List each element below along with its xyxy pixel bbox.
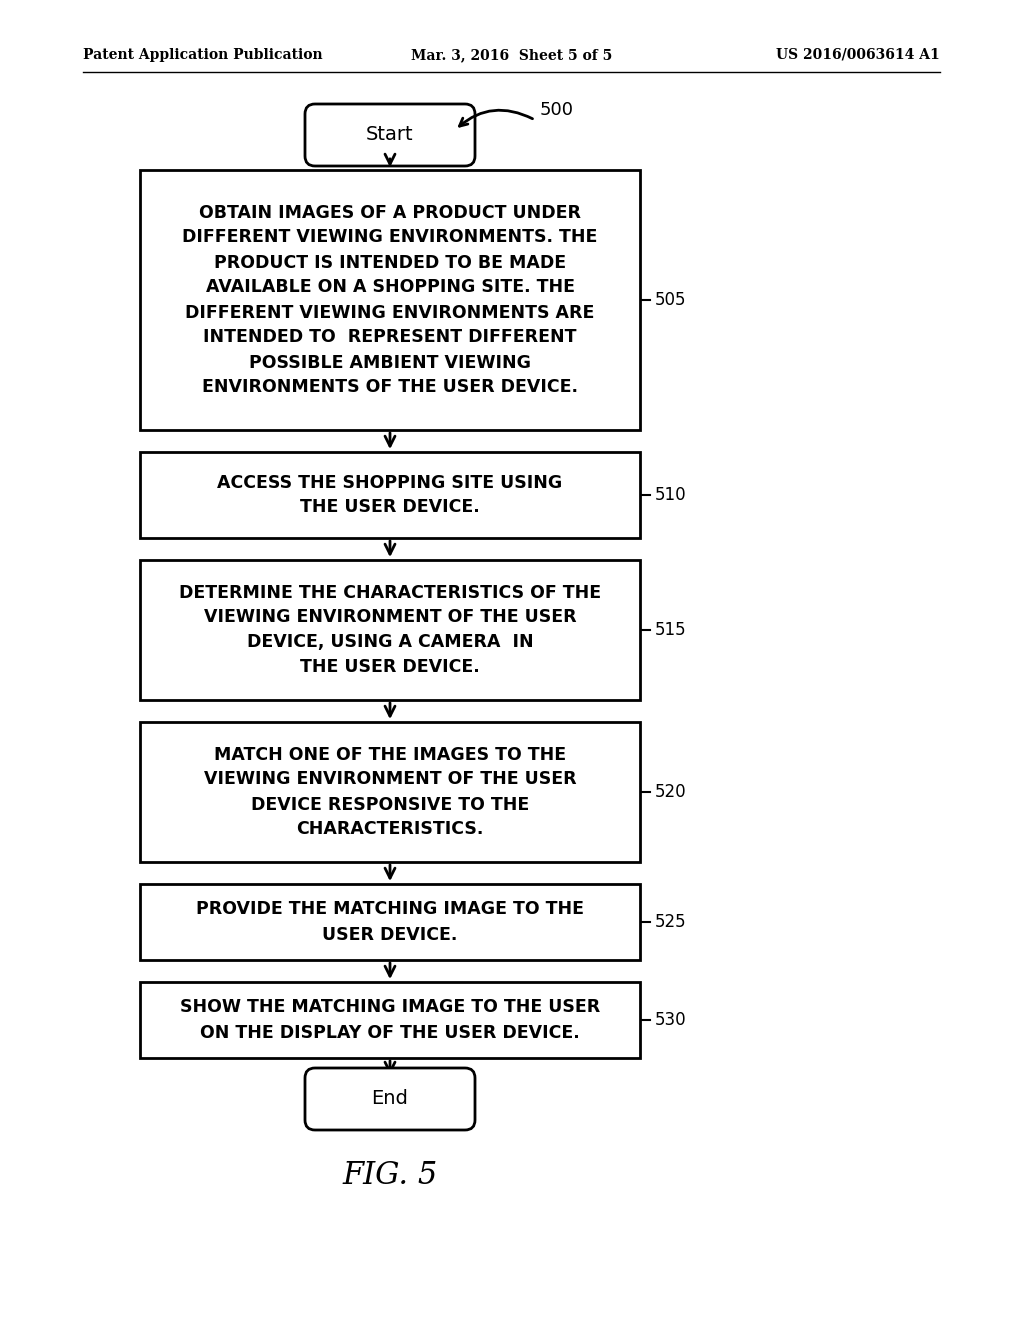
Text: Start: Start xyxy=(367,125,414,144)
Text: SHOW THE MATCHING IMAGE TO THE USER
ON THE DISPLAY OF THE USER DEVICE.: SHOW THE MATCHING IMAGE TO THE USER ON T… xyxy=(180,998,600,1041)
Text: End: End xyxy=(372,1089,409,1109)
Text: FIG. 5: FIG. 5 xyxy=(342,1159,437,1191)
Bar xyxy=(140,560,640,700)
Text: 500: 500 xyxy=(540,102,574,119)
Bar xyxy=(140,884,640,960)
FancyBboxPatch shape xyxy=(305,1068,475,1130)
Bar xyxy=(140,170,640,430)
Text: Patent Application Publication: Patent Application Publication xyxy=(83,48,323,62)
Text: 530: 530 xyxy=(655,1011,687,1030)
Text: 510: 510 xyxy=(655,486,687,504)
Text: PROVIDE THE MATCHING IMAGE TO THE
USER DEVICE.: PROVIDE THE MATCHING IMAGE TO THE USER D… xyxy=(196,900,584,944)
FancyBboxPatch shape xyxy=(305,104,475,166)
Text: US 2016/0063614 A1: US 2016/0063614 A1 xyxy=(776,48,940,62)
Text: 515: 515 xyxy=(655,620,687,639)
Text: 525: 525 xyxy=(655,913,687,931)
Text: 505: 505 xyxy=(655,290,686,309)
Bar xyxy=(140,722,640,862)
Text: ACCESS THE SHOPPING SITE USING
THE USER DEVICE.: ACCESS THE SHOPPING SITE USING THE USER … xyxy=(217,474,562,516)
Bar xyxy=(140,982,640,1059)
Text: DETERMINE THE CHARACTERISTICS OF THE
VIEWING ENVIRONMENT OF THE USER
DEVICE, USI: DETERMINE THE CHARACTERISTICS OF THE VIE… xyxy=(179,583,601,676)
Text: Mar. 3, 2016  Sheet 5 of 5: Mar. 3, 2016 Sheet 5 of 5 xyxy=(412,48,612,62)
Text: OBTAIN IMAGES OF A PRODUCT UNDER
DIFFERENT VIEWING ENVIRONMENTS. THE
PRODUCT IS : OBTAIN IMAGES OF A PRODUCT UNDER DIFFERE… xyxy=(182,203,598,396)
Text: 520: 520 xyxy=(655,783,687,801)
Text: MATCH ONE OF THE IMAGES TO THE
VIEWING ENVIRONMENT OF THE USER
DEVICE RESPONSIVE: MATCH ONE OF THE IMAGES TO THE VIEWING E… xyxy=(204,746,577,838)
Bar xyxy=(140,451,640,539)
